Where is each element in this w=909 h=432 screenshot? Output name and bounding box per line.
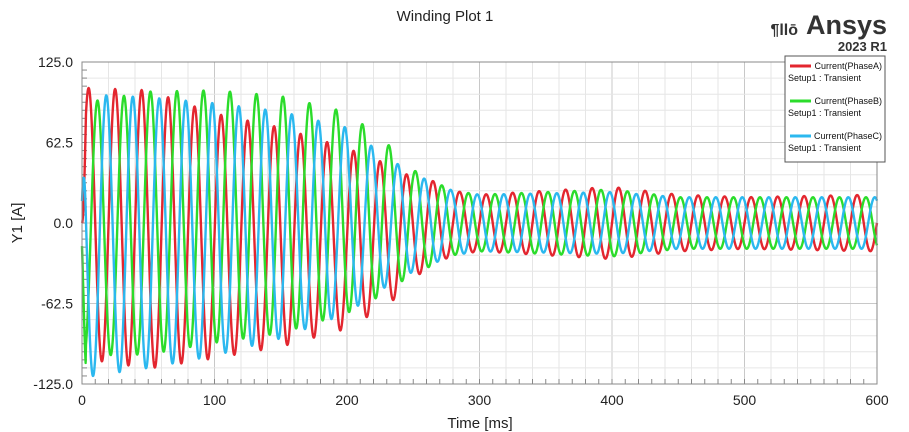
x-tick-label: 600	[865, 392, 889, 408]
series-line-1	[80, 86, 879, 369]
y-axis-label: Y1 [A]	[9, 203, 26, 244]
legend-series-name: Current(PhaseA)	[814, 61, 882, 71]
legend-series-name: Current(PhaseB)	[814, 96, 882, 106]
plot-frame	[81, 61, 878, 385]
legend-setup-label: Setup1 : Transient	[788, 108, 862, 118]
x-tick-label: 0	[78, 392, 86, 408]
ansys-logo: ¶llō Ansys 2023 R1	[770, 10, 887, 54]
x-tick-label: 400	[600, 392, 624, 408]
series-line-2	[80, 89, 879, 365]
legend-setup-label: Setup1 : Transient	[788, 143, 862, 153]
ansys-logo-brand: Ansys	[806, 10, 887, 40]
y-tick-label: 62.5	[46, 135, 73, 151]
y-tick-label: 0.0	[54, 215, 74, 231]
legend-box	[784, 55, 886, 163]
y-tick-label: 125.0	[38, 54, 73, 70]
x-tick-label: 300	[468, 392, 492, 408]
x-tick-labels: 0 100 200 300 400 500 600	[78, 392, 889, 408]
x-tick-label: 100	[203, 392, 227, 408]
x-tick-label: 500	[733, 392, 757, 408]
y-tick-labels: 125.0 62.5 0.0 -62.5 -125.0	[33, 54, 73, 392]
series-lines	[80, 86, 879, 378]
x-tick-label: 200	[335, 392, 359, 408]
x-axis-label: Time [ms]	[447, 415, 512, 432]
legend[interactable]: Current(PhaseA) Setup1 : Transient Current…	[784, 55, 886, 163]
y-tick-label: -62.5	[41, 296, 73, 312]
chart-title: Winding Plot 1	[397, 8, 494, 25]
series-line-3	[80, 94, 879, 378]
ansys-logo-version: 2023 R1	[838, 39, 887, 54]
legend-series-name: Current(PhaseC)	[814, 131, 882, 141]
y-tick-label: -125.0	[33, 376, 73, 392]
legend-setup-label: Setup1 : Transient	[788, 73, 862, 83]
ansys-logo-mark: ¶llō	[770, 22, 798, 39]
